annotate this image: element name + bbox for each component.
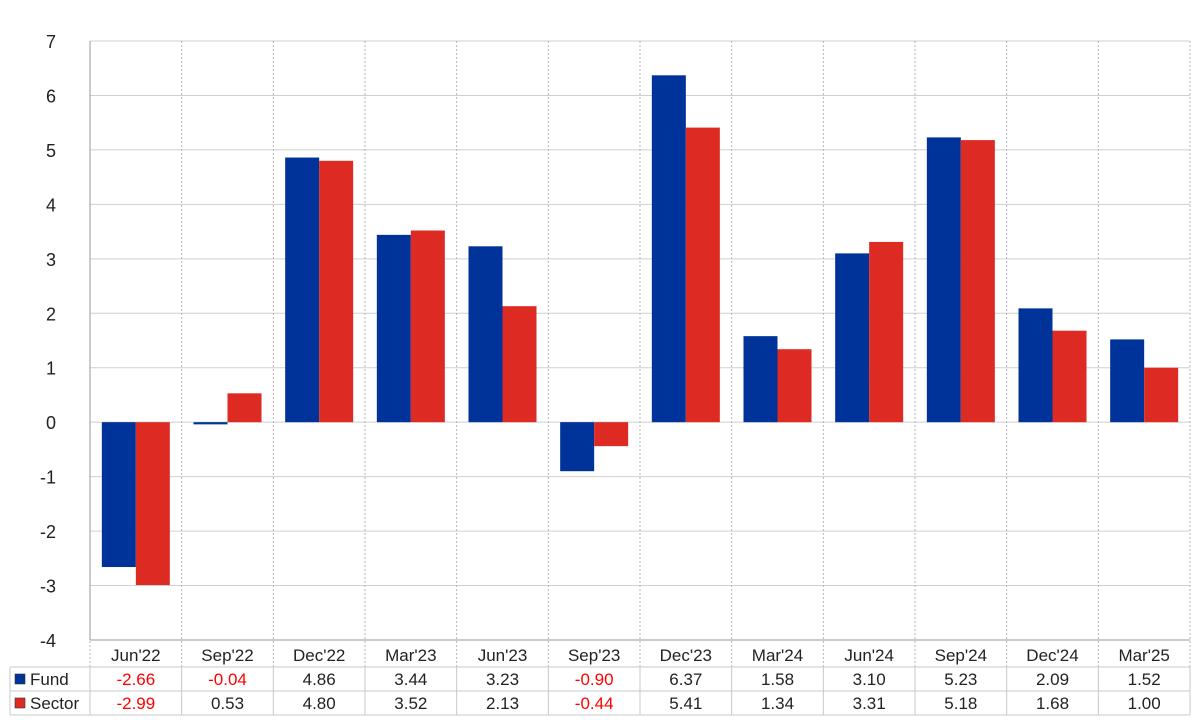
x-tick-label: Sep'23 [568, 646, 620, 665]
x-tick-label: Mar'23 [385, 646, 436, 665]
data-label-fund: 3.10 [853, 670, 886, 689]
data-label-sector: 5.18 [944, 694, 977, 713]
bar-fund-4 [468, 246, 503, 423]
y-tick-label: 5 [46, 141, 56, 161]
bar-sector-2 [319, 160, 354, 423]
data-label-fund: 3.44 [394, 670, 427, 689]
bar-fund-2 [285, 157, 320, 423]
x-tick-label: Jun'24 [844, 646, 894, 665]
legend-swatch-sector [14, 697, 26, 709]
bar-fund-6 [651, 75, 686, 423]
y-tick-label: 7 [46, 32, 56, 52]
y-tick-label: 1 [46, 359, 56, 379]
bar-sector-4 [502, 306, 537, 423]
bar-sector-1 [227, 393, 262, 423]
bar-sector-3 [410, 230, 445, 423]
x-tick-label: Dec'24 [1026, 646, 1078, 665]
bar-fund-11 [1110, 339, 1145, 423]
data-label-sector: 3.52 [394, 694, 427, 713]
y-tick-label: 6 [46, 86, 56, 106]
legend-swatch-fund [14, 673, 26, 685]
bar-fund-1 [193, 422, 228, 425]
y-tick-label: -3 [40, 577, 56, 597]
y-tick-label: 0 [46, 413, 56, 433]
data-label-fund: 5.23 [944, 670, 977, 689]
x-tick-label: Sep'22 [201, 646, 253, 665]
legend-label-sector: Sector [30, 694, 79, 713]
bar-sector-6 [685, 127, 720, 423]
x-tick-label: Jun'22 [111, 646, 161, 665]
bar-sector-9 [960, 140, 995, 423]
data-label-fund: 1.52 [1128, 670, 1161, 689]
y-tick-label: 3 [46, 250, 56, 270]
data-label-fund: -0.90 [575, 670, 614, 689]
data-label-fund: 2.09 [1036, 670, 1069, 689]
data-label-fund: 3.23 [486, 670, 519, 689]
bar-fund-3 [376, 234, 411, 423]
data-label-sector: 1.34 [761, 694, 794, 713]
bar-fund-9 [926, 137, 961, 423]
data-label-sector: 0.53 [211, 694, 244, 713]
y-tick-label: -4 [40, 631, 56, 651]
bar-fund-8 [835, 253, 870, 423]
data-label-fund: -2.66 [116, 670, 155, 689]
bar-fund-7 [743, 336, 778, 423]
data-label-sector: 4.80 [303, 694, 336, 713]
bar-sector-0 [135, 422, 170, 586]
x-tick-label: Dec'22 [293, 646, 345, 665]
data-label-fund: 1.58 [761, 670, 794, 689]
y-tick-label: 2 [46, 304, 56, 324]
bar-sector-7 [777, 349, 812, 423]
data-label-fund: 4.86 [303, 670, 336, 689]
data-label-sector: 1.00 [1128, 694, 1161, 713]
bar-fund-10 [1018, 308, 1053, 423]
y-tick-label: -1 [40, 468, 56, 488]
data-label-sector: 3.31 [853, 694, 886, 713]
x-tick-label: Dec'23 [660, 646, 712, 665]
bar-sector-5 [594, 422, 629, 447]
data-label-sector: 1.68 [1036, 694, 1069, 713]
data-label-sector: -2.99 [116, 694, 155, 713]
x-tick-label: Jun'23 [478, 646, 528, 665]
x-tick-label: Mar'24 [752, 646, 803, 665]
legend-label-fund: Fund [30, 670, 69, 689]
data-label-sector: 5.41 [669, 694, 702, 713]
bar-sector-8 [869, 241, 904, 423]
x-tick-label: Sep'24 [935, 646, 987, 665]
data-label-sector: -0.44 [575, 694, 614, 713]
y-tick-label: -2 [40, 522, 56, 542]
bar-sector-10 [1052, 330, 1087, 423]
bar-fund-0 [101, 422, 136, 568]
data-label-sector: 2.13 [486, 694, 519, 713]
x-tick-label: Mar'25 [1118, 646, 1169, 665]
data-label-fund: 6.37 [669, 670, 702, 689]
data-label-fund: -0.04 [208, 670, 247, 689]
bar-sector-11 [1144, 367, 1179, 423]
y-tick-label: 4 [46, 195, 56, 215]
bar-fund-5 [560, 422, 595, 472]
